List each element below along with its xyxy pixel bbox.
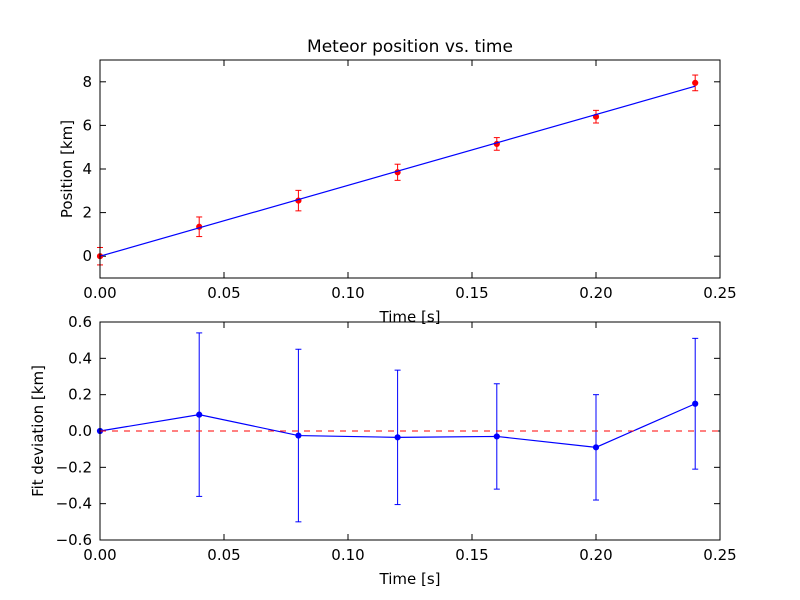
position-xtick-label: 0.15 [455, 284, 488, 302]
position-data-point [692, 79, 699, 86]
deviation-data-point [394, 434, 401, 441]
deviation-chart-xlabel: Time [s] [379, 570, 441, 588]
deviation-ytick-label: −0.6 [56, 531, 92, 549]
deviation-ytick-label: 0.2 [68, 386, 92, 404]
deviation-data-point [592, 444, 600, 451]
position-xtick-label: 0.20 [579, 284, 612, 302]
position-chart-ylabel: Position [km] [58, 120, 76, 218]
deviation-ytick-label: 0.4 [68, 349, 92, 367]
position-xtick-label: 0.25 [703, 284, 736, 302]
deviation-chart: 0.00 0.05 0.10 0.15 0.20 0.25 0.6 0.4 0.2 0.0 −0.2… [29, 313, 737, 588]
deviation-xtick-label: 0.25 [703, 546, 736, 564]
position-chart-xlabel: Time [s] [379, 308, 441, 326]
position-plot-area: 0.00 0.05 0.10 0.15 0.20 0.25 0 2 4 6 8 [82, 59, 737, 302]
deviation-plot-area: 0.00 0.05 0.10 0.15 0.20 0.25 0.6 0.4 0.2 0.0 −0.2… [56, 313, 737, 564]
deviation-ytick-label: 0.0 [68, 422, 92, 440]
deviation-data-point [692, 400, 699, 407]
deviation-xtick-label: 0.10 [331, 546, 364, 564]
deviation-xtick-label: 0.00 [83, 546, 116, 564]
deviation-ytick-label: −0.2 [56, 458, 92, 476]
position-ytick-label: 8 [82, 73, 92, 91]
deviation-xtick-label: 0.05 [207, 546, 240, 564]
deviation-xtick-label: 0.15 [455, 546, 488, 564]
position-fit-line [99, 85, 696, 257]
deviation-axes-frame [99, 321, 721, 541]
deviation-data-point [196, 411, 203, 418]
deviation-xtick-label: 0.20 [579, 546, 612, 564]
position-ytick-label: 4 [82, 160, 92, 178]
deviation-chart-ylabel: Fit deviation [km] [29, 365, 47, 497]
deviation-ytick-label: −0.4 [56, 495, 92, 513]
position-chart-title: Meteor position vs. time [307, 37, 513, 57]
deviation-data-point [493, 433, 500, 440]
position-ytick-label: 0 [82, 247, 92, 265]
position-ytick-label: 6 [82, 116, 92, 134]
position-axes-frame [99, 59, 721, 279]
position-xtick-label: 0.10 [331, 284, 364, 302]
position-xtick-label: 0.05 [207, 284, 240, 302]
deviation-data-point [295, 432, 302, 439]
position-ytick-label: 2 [82, 204, 92, 222]
position-xtick-label: 0.00 [83, 284, 116, 302]
deviation-ytick-label: 0.6 [68, 313, 92, 331]
